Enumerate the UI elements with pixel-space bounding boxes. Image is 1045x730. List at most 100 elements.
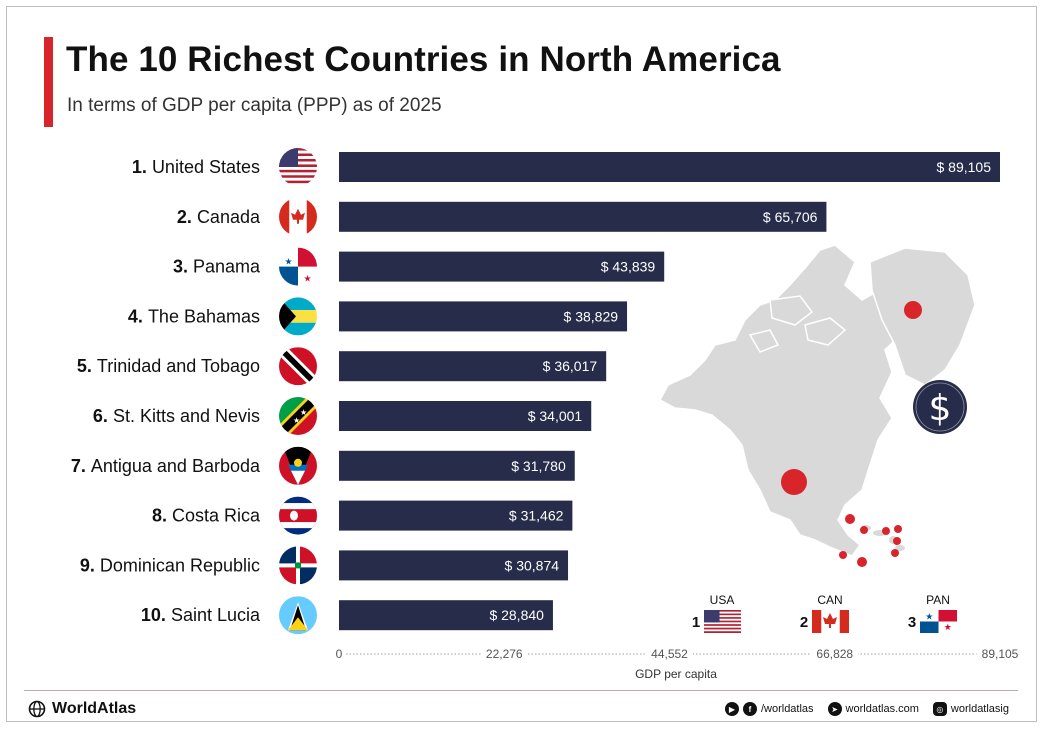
us-flag-icon [704, 610, 741, 633]
podium-rank: 2 [800, 614, 808, 631]
svg-text:★: ★ [944, 622, 952, 632]
x-tick-background [332, 647, 346, 661]
map-marker [845, 514, 855, 524]
footer-links: ▶ f /worldatlas ➤ worldatlas.com ◎ world… [724, 702, 1009, 716]
bar-value-label: $ 89,105 [937, 159, 992, 175]
bar-row: $ 34,001 6. St. Kitts and Nevis ★★ [93, 397, 592, 435]
bar [339, 500, 573, 531]
svg-text:★: ★ [293, 416, 300, 425]
map-marker [781, 469, 807, 495]
st-kitts-flag-icon: ★★ [279, 397, 317, 435]
category-label: 10. Saint Lucia [141, 605, 261, 625]
frame [6, 6, 1037, 722]
website-link[interactable]: ➤ worldatlas.com [827, 702, 919, 716]
map-marker [904, 301, 922, 319]
bar [339, 600, 553, 631]
svg-text:★: ★ [303, 274, 311, 284]
panama-flag-icon: ★★ [920, 610, 957, 633]
x-tick-label: 22,276 [486, 647, 523, 661]
cursor-icon: ➤ [827, 702, 842, 716]
category-label: 3. Panama [173, 257, 261, 277]
saint-lucia-flag-icon [279, 596, 317, 635]
category-label: 1. United States [132, 157, 260, 177]
facebook-icon: f [742, 702, 757, 716]
title-accent-bar [44, 37, 53, 127]
podium-item: CAN 2 [800, 593, 849, 633]
antigua-flag-icon [279, 446, 317, 485]
dominican-flag-icon [279, 546, 317, 585]
x-axis-label: GDP per capita [635, 667, 717, 681]
social-link[interactable]: ▶ f /worldatlas [724, 702, 814, 716]
dollar-badge-icon: $ [913, 380, 967, 434]
podium-code: CAN [817, 593, 842, 607]
bar [339, 450, 575, 481]
footer-brand[interactable]: WorldAtlas [28, 700, 136, 718]
bar-row: $ 38,829 4. The Bahamas [128, 297, 628, 336]
map-land-shape [804, 317, 847, 346]
bar [339, 152, 1000, 182]
bar-value-label: $ 43,839 [601, 259, 656, 275]
category-label: 5. Trinidad and Tobago [77, 356, 260, 376]
category-label: 7. Antigua and Barboda [71, 456, 261, 476]
svg-text:★: ★ [300, 408, 307, 417]
map-land-shape [658, 244, 903, 557]
bar [339, 301, 628, 332]
map-land-shape [869, 247, 976, 386]
chart-title: The 10 Richest Countries in North Americ… [66, 40, 781, 79]
panama-flag-icon: ★★ [279, 247, 317, 286]
bar-row: $ 36,017 5. Trinidad and Tobago [77, 347, 607, 386]
bar [339, 550, 569, 581]
social-handle: /worldatlas [760, 703, 814, 715]
podium-code: USA [710, 593, 735, 607]
dollar-badge-text: $ [929, 388, 952, 429]
svg-text:★: ★ [284, 257, 292, 267]
map-marker [893, 537, 901, 545]
map-marker [839, 551, 847, 559]
canada-flag-icon [812, 610, 849, 633]
x-tick-label: 44,552 [651, 647, 688, 661]
bar-row: $ 65,706 2. Canada [177, 197, 827, 236]
map-land-shape [748, 329, 780, 353]
x-tick-background [646, 647, 693, 661]
category-label: 2. Canada [177, 207, 261, 227]
category-label: 9. Dominican Republic [80, 555, 260, 575]
bar-row: $ 31,780 7. Antigua and Barboda [71, 446, 575, 485]
instagram-icon: ◎ [932, 702, 947, 716]
instagram-text: worldatlasig [950, 703, 1009, 715]
x-tick-background [811, 647, 859, 661]
bar-value-label: $ 36,017 [543, 358, 598, 374]
bar-value-label: $ 31,462 [509, 508, 564, 524]
bar [339, 401, 592, 431]
podium-code: PAN [926, 593, 950, 607]
x-tick-background [480, 647, 528, 661]
podium-item: USA 1 [692, 593, 741, 633]
podium-rank: 3 [908, 614, 916, 631]
bahamas-flag-icon [279, 297, 317, 336]
podium-rank: 1 [692, 614, 700, 631]
bar-row: $ 31,462 8. Costa Rica [152, 496, 573, 535]
x-tick-background [976, 647, 1024, 661]
website-text: worldatlas.com [845, 703, 919, 715]
map-marker [894, 525, 902, 533]
svg-text:★: ★ [925, 612, 933, 622]
x-tick-label: 0 [336, 647, 343, 661]
trinidad-flag-icon [279, 347, 317, 386]
bar-row: $ 89,105 1. United States [132, 148, 1000, 186]
globe-icon [28, 700, 46, 718]
bar [339, 201, 827, 232]
canada-flag-icon [279, 197, 317, 236]
x-tick-label: 66,828 [816, 647, 853, 661]
north-america-map: $ [658, 244, 976, 567]
costa-rica-flag-icon [279, 496, 317, 535]
bar [339, 351, 607, 382]
category-label: 8. Costa Rica [152, 506, 261, 526]
category-label: 4. The Bahamas [128, 306, 260, 326]
instagram-link[interactable]: ◎ worldatlasig [932, 702, 1009, 716]
youtube-icon: ▶ [724, 702, 739, 716]
us-flag-icon [279, 148, 317, 186]
brand-name: WorldAtlas [52, 700, 137, 717]
bar-value-label: $ 34,001 [528, 408, 583, 424]
map-marker [891, 549, 899, 557]
